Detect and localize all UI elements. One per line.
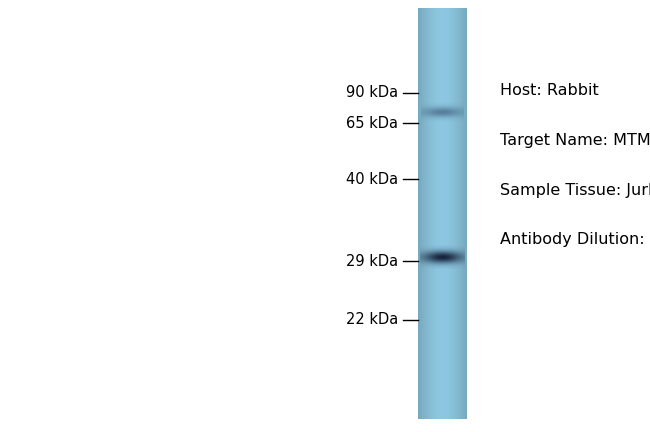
Text: 90 kDa: 90 kDa bbox=[346, 86, 398, 100]
Text: 40 kDa: 40 kDa bbox=[346, 172, 398, 187]
Text: Sample Tissue: Jurkat Cell Lysate: Sample Tissue: Jurkat Cell Lysate bbox=[500, 183, 650, 197]
Text: Target Name: MTMR7: Target Name: MTMR7 bbox=[500, 133, 650, 148]
Text: Antibody Dilution: 1.0μg/ml: Antibody Dilution: 1.0μg/ml bbox=[500, 232, 650, 247]
Text: 29 kDa: 29 kDa bbox=[346, 254, 398, 269]
Text: 65 kDa: 65 kDa bbox=[346, 116, 398, 130]
Text: Host: Rabbit: Host: Rabbit bbox=[500, 83, 599, 98]
Text: 22 kDa: 22 kDa bbox=[346, 312, 398, 327]
